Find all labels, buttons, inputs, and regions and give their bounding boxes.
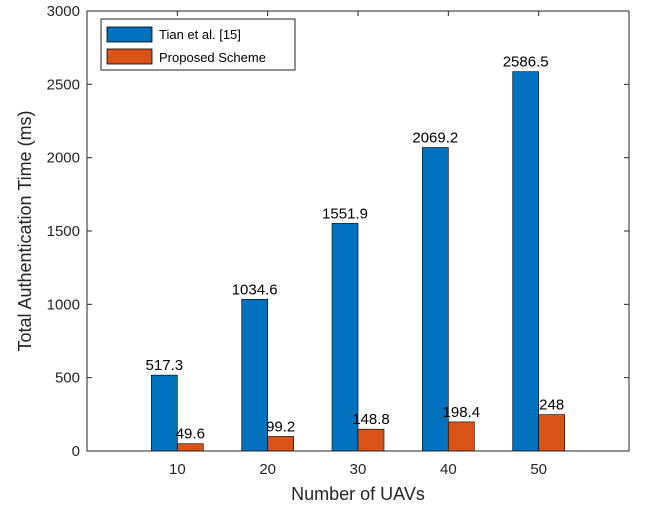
y-tick-label-2000: 2000 bbox=[47, 150, 80, 167]
legend-swatch-proposed bbox=[106, 48, 153, 65]
y-tick-label-1000: 1000 bbox=[47, 296, 80, 313]
y-tick-label-2500: 2500 bbox=[47, 76, 80, 93]
x-tick-label-30: 30 bbox=[350, 461, 367, 478]
x-axis: 10 20 30 40 50 bbox=[169, 11, 547, 478]
y-tick-label-500: 500 bbox=[55, 370, 80, 387]
y-axis-title: Total Authentication Time (ms) bbox=[15, 110, 35, 351]
x-tick-label-10: 10 bbox=[169, 461, 186, 478]
bar-proposed-20 bbox=[267, 436, 294, 452]
bar-proposed-50 bbox=[538, 414, 565, 452]
data-label-tian-10: 517.3 bbox=[146, 357, 184, 374]
x-tick-label-40: 40 bbox=[440, 461, 457, 478]
y-tick-label-0: 0 bbox=[72, 443, 80, 460]
legend: Tian et al. [15] Proposed Scheme bbox=[100, 18, 296, 71]
data-label-tian-20: 1034.6 bbox=[232, 281, 278, 298]
data-label-proposed-20: 99.2 bbox=[266, 418, 295, 435]
bar-tian-20 bbox=[241, 298, 268, 452]
y-tick-label-3000: 3000 bbox=[47, 3, 80, 20]
bars-layer bbox=[151, 71, 565, 452]
legend-label-proposed: Proposed Scheme bbox=[159, 50, 266, 65]
data-label-tian-40: 2069.2 bbox=[412, 130, 458, 147]
data-label-proposed-10: 49.6 bbox=[176, 426, 205, 443]
x-axis-title: Number of UAVs bbox=[291, 484, 425, 504]
y-axis: 0 500 1000 1500 2000 2500 3000 bbox=[47, 3, 629, 460]
x-tick-label-50: 50 bbox=[530, 461, 547, 478]
bar-proposed-40 bbox=[448, 421, 475, 452]
data-label-proposed-40: 198.4 bbox=[443, 404, 481, 421]
bar-proposed-30 bbox=[357, 428, 385, 452]
bar-tian-30 bbox=[331, 223, 359, 452]
data-labels-layer: 517.3 1034.6 1551.9 2069.2 2586.5 49.6 99.2 148… bbox=[146, 54, 565, 443]
bar-tian-10 bbox=[151, 374, 178, 452]
data-label-proposed-30: 148.8 bbox=[352, 411, 390, 428]
data-label-tian-30: 1551.9 bbox=[322, 205, 368, 222]
legend-swatch-tian bbox=[106, 26, 153, 43]
bar-tian-50 bbox=[512, 71, 539, 452]
data-label-proposed-50: 248 bbox=[539, 397, 564, 414]
legend-label-tian: Tian et al. [15] bbox=[159, 27, 241, 42]
x-tick-label-20: 20 bbox=[259, 461, 276, 478]
bar-proposed-10 bbox=[177, 443, 204, 452]
data-label-tian-50: 2586.5 bbox=[503, 54, 549, 71]
y-tick-label-1500: 1500 bbox=[47, 223, 80, 240]
